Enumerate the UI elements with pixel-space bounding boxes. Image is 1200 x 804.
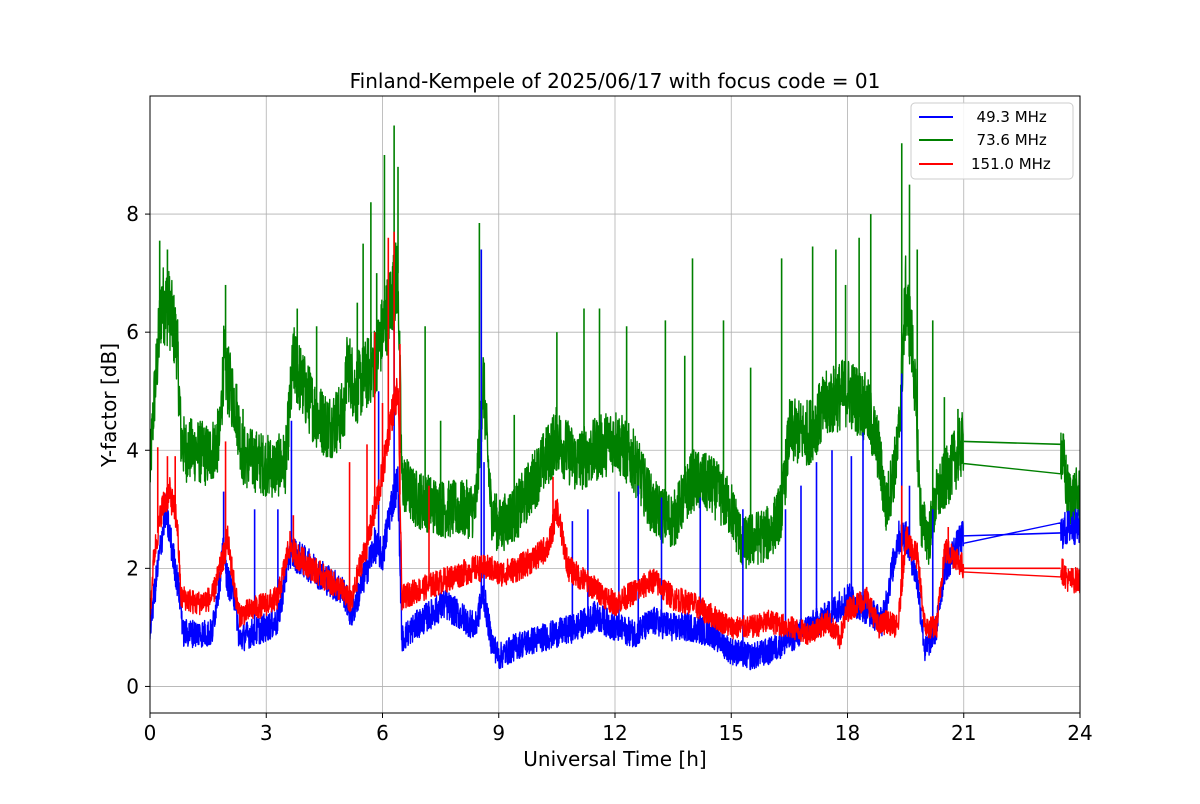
legend-label-151-0: 151.0 MHz: [971, 155, 1051, 173]
x-tick-label: 0: [144, 721, 157, 745]
x-tick-label: 3: [260, 721, 273, 745]
x-tick-label: 18: [835, 721, 860, 745]
x-tick-label: 6: [376, 721, 389, 745]
y-tick-label: 8: [126, 202, 139, 226]
chart-title: Finland-Kempele of 2025/06/17 with focus…: [350, 69, 881, 93]
gap-connector-line: [963, 440, 1061, 446]
y-tick-label: 4: [126, 438, 139, 462]
series-line: [150, 377, 1080, 650]
y-tick-label: 6: [126, 320, 139, 344]
y-axis-label: Y-factor [dB]: [97, 343, 121, 468]
legend-label-73-6: 73.6 MHz: [967, 131, 1047, 149]
y-tick-label: 2: [126, 556, 139, 580]
y-axis-ticks: 0 2 4 6 8: [126, 202, 150, 698]
legend-box: [910, 102, 1074, 180]
x-axis-ticks: 0 3 6 9 12 15 18 21 24: [144, 713, 1093, 745]
legend: 49.3 MHz 73.6 MHz 151.0 MHz: [910, 102, 1074, 180]
series-line: [150, 242, 1080, 570]
gap-connector-line: [963, 532, 1061, 537]
x-tick-label: 15: [719, 721, 744, 745]
series-layer: [150, 125, 1080, 671]
x-tick-label: 9: [492, 721, 505, 745]
x-tick-label: 21: [951, 721, 976, 745]
series-73-6-mhz: [150, 125, 1080, 570]
x-axis-label: Universal Time [h]: [523, 747, 706, 771]
series-151-0-mhz: [150, 231, 1080, 650]
x-tick-label: 24: [1067, 721, 1092, 745]
x-tick-label: 12: [602, 721, 627, 745]
legend-label-49-3: 49.3 MHz: [967, 108, 1047, 126]
y-tick-label: 0: [126, 674, 139, 698]
